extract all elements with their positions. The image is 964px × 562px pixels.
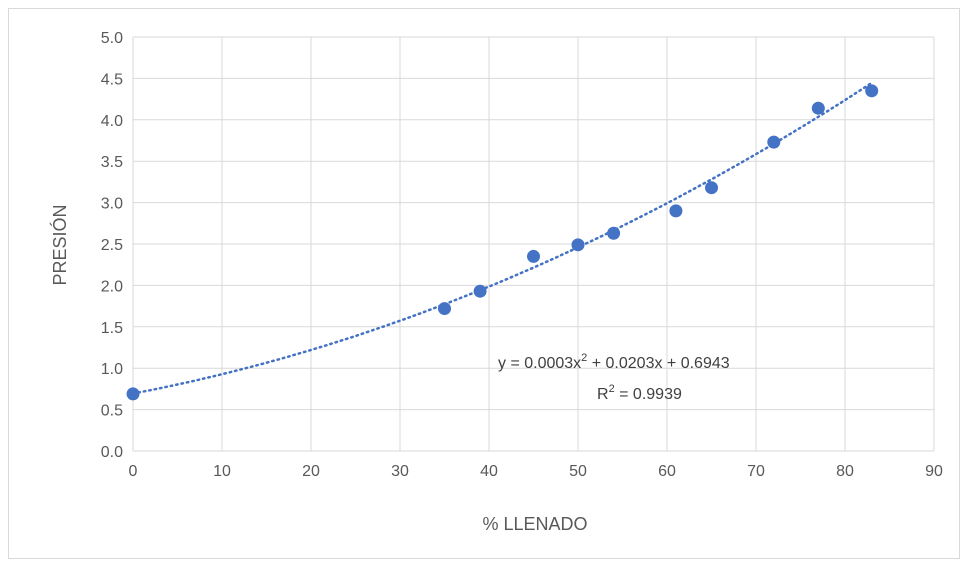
- data-point: [865, 84, 879, 98]
- y-axis-ticks: 0.0 0.5 1.0 1.5 2.0 2.5 3.0 3.5 4.0 4.5 5.0: [101, 30, 123, 461]
- data-point: [473, 284, 487, 298]
- r2-exponent: 2: [609, 383, 615, 395]
- y-tick-label: 2.5: [101, 237, 123, 254]
- trendline-group: [131, 81, 873, 395]
- grid-lines: [132, 36, 935, 452]
- x-tick-label: 0: [129, 463, 138, 480]
- y-tick-label: 4.5: [101, 71, 123, 88]
- equation-exponent: 2: [581, 352, 587, 364]
- x-tick-label: 70: [747, 463, 765, 480]
- equation-prefix: y = 0.0003x: [498, 355, 581, 372]
- r2-prefix: R: [597, 386, 609, 403]
- data-point: [126, 387, 140, 401]
- data-point: [438, 302, 451, 316]
- data-points: [126, 84, 879, 401]
- equation-suffix: + 0.0203x + 0.6943: [587, 355, 729, 372]
- data-point: [705, 181, 718, 195]
- data-point: [527, 249, 540, 263]
- y-tick-label: 4.0: [101, 113, 123, 130]
- x-tick-label: 40: [480, 463, 498, 480]
- data-point: [571, 238, 585, 252]
- y-tick-label: 5.0: [101, 30, 123, 47]
- data-point: [669, 204, 683, 218]
- y-axis-title: PRESIÓN: [49, 204, 70, 285]
- trendline: [131, 81, 873, 395]
- y-tick-label: 0.0: [101, 444, 123, 461]
- x-tick-label: 10: [213, 463, 231, 480]
- x-tick-label: 20: [302, 463, 320, 480]
- y-tick-label: 0.5: [101, 403, 123, 420]
- r2-suffix: = 0.9939: [615, 386, 682, 403]
- trendline-equation: y = 0.0003x2 + 0.0203x + 0.6943: [498, 352, 730, 372]
- x-tick-label: 60: [658, 463, 676, 480]
- data-point: [811, 101, 825, 115]
- data-point: [607, 226, 621, 240]
- y-tick-label: 2.0: [101, 278, 123, 295]
- x-tick-label: 30: [391, 463, 409, 480]
- x-tick-label: 80: [836, 463, 854, 480]
- x-axis-title: % LLENADO: [482, 514, 587, 534]
- y-tick-label: 1.5: [101, 320, 123, 337]
- y-tick-label: 3.0: [101, 196, 123, 213]
- x-tick-label: 50: [569, 463, 587, 480]
- y-tick-label: 1.0: [101, 361, 123, 378]
- chart-area: [8, 8, 960, 559]
- y-tick-label: 3.5: [101, 154, 123, 171]
- data-point: [767, 135, 781, 149]
- r-squared-label: R2 = 0.9939: [597, 383, 682, 403]
- x-axis-ticks: 0 10 20 30 40 50 60 70 80 90: [129, 463, 943, 480]
- x-tick-label: 90: [925, 463, 943, 480]
